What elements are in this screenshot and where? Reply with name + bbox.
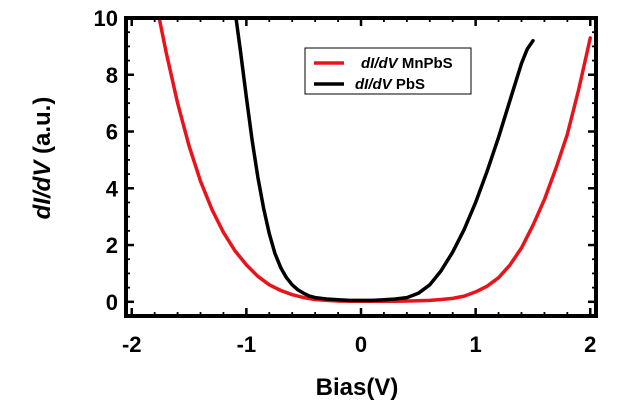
legend-label-pbs: dI/dV PbS (355, 76, 425, 93)
series-lines (157, 18, 593, 303)
x-tick-label: -1 (237, 332, 257, 357)
y-tick-label: 4 (106, 176, 119, 201)
x-axis-title: Bias(V) (316, 374, 399, 401)
y-tick-labels: 0 2 4 6 8 10 (94, 6, 119, 315)
legend-label-mnpbs: dI/dV MnPbS (361, 55, 453, 72)
y-axis-title: dI/dV (a.u.) (29, 97, 56, 220)
legend-box (304, 47, 472, 95)
y-tick-label: 8 (106, 63, 118, 88)
y-tick-label: 10 (94, 6, 118, 31)
series-line-1 (234, 18, 535, 303)
x-tick-labels: -2 -1 0 1 2 (122, 332, 596, 357)
x-tick-label: 2 (584, 332, 596, 357)
y-tick-label: 6 (106, 120, 118, 145)
x-tick-label: 0 (355, 332, 367, 357)
x-tick-label: 1 (470, 332, 482, 357)
x-tick-label: -2 (122, 332, 142, 357)
axis-ticks (126, 16, 596, 316)
y-tick-label: 0 (106, 290, 118, 315)
legend: dI/dV MnPbS dI/dV PbS (304, 47, 472, 95)
y-tick-label: 2 (106, 233, 118, 258)
